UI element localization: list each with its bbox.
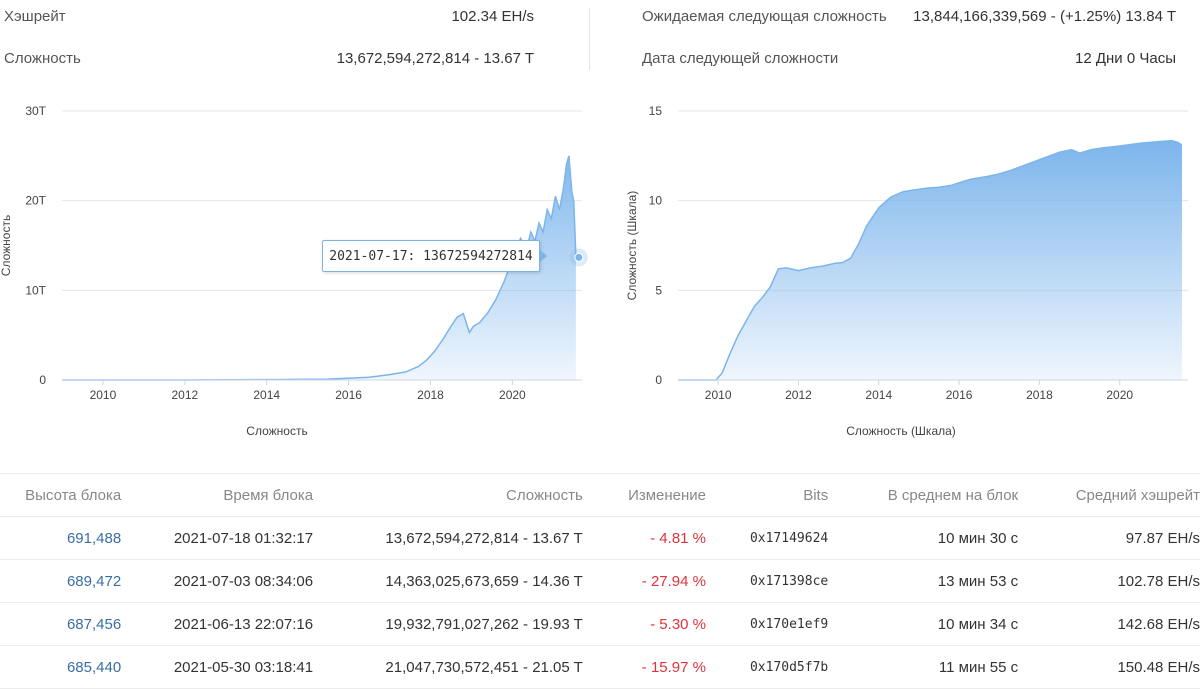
- y-tick-label: 10: [649, 194, 663, 208]
- difficulty-label: Сложность: [4, 50, 81, 67]
- y-tick-label: 20T: [25, 194, 46, 208]
- difficulty-value: 13,672,594,272,814 - 13.67 T: [336, 50, 534, 67]
- avg-block-time-cell: 10 мин 34 с: [828, 602, 1019, 646]
- stats-divider: [589, 8, 590, 70]
- table-row: 687,456 2021-06-13 22:07:16 19,932,791,0…: [0, 602, 1200, 646]
- difficulty-charts[interactable]: 0 10T 20T 30T 2010 2012 2014 2016 2018 2020 Сложно…: [0, 0, 1200, 473]
- tooltip-pointer: [540, 250, 547, 262]
- difficulty-table: Высота блока Время блока Сложность Измен…: [0, 473, 1200, 689]
- x-tick-label: 2020: [499, 388, 526, 402]
- change-cell: - 15.97 %: [582, 645, 707, 689]
- block-height-link[interactable]: 689,472: [66, 572, 122, 590]
- table-row: 685,440 2021-05-30 03:18:41 21,047,730,5…: [0, 645, 1200, 689]
- y-axis-title: Сложность: [0, 215, 13, 276]
- y-axis-title: Сложность (Шкала): [625, 191, 639, 301]
- y-tick-label: 15: [649, 104, 663, 118]
- table-row: 691,488 2021-07-18 01:32:17 13,672,594,2…: [0, 516, 1200, 560]
- difficulty-cell: 21,047,730,572,451 - 21.05 T: [313, 645, 583, 689]
- x-tick-label: 2018: [417, 388, 444, 402]
- change-cell: - 27.94 %: [582, 559, 707, 603]
- block-height-cell: 687,456: [0, 602, 122, 646]
- block-height-link[interactable]: 685,440: [66, 658, 122, 676]
- table-header-row: Высота блока Время блока Сложность Измен…: [0, 473, 1200, 517]
- table-row: 689,472 2021-07-03 08:34:06 14,363,025,6…: [0, 559, 1200, 603]
- x-tick-label: 2018: [1026, 388, 1053, 402]
- avg-hashrate-cell: 97.87 EH/s: [1018, 516, 1200, 560]
- x-tick-label: 2016: [946, 388, 973, 402]
- avg-block-time-cell: 11 мин 55 с: [828, 645, 1019, 689]
- bits-cell: 0x170d5f7b: [706, 645, 829, 689]
- block-height-cell: 685,440: [0, 645, 122, 689]
- difficulty-chart[interactable]: 0 10T 20T 30T 2010 2012 2014 2016 2018 2020 Сложно…: [0, 104, 588, 438]
- header-block-time[interactable]: Время блока: [121, 473, 314, 517]
- block-height-link[interactable]: 691,488: [66, 529, 122, 547]
- next-difficulty-label: Ожидаемая следующая сложность: [642, 8, 887, 25]
- difficulty-line: [62, 155, 577, 381]
- block-height-link[interactable]: 687,456: [66, 615, 122, 633]
- hashrate-value: 102.34 EH/s: [451, 8, 534, 25]
- hashrate-label: Хэшрейт: [4, 8, 66, 25]
- x-axis-title: Сложность: [246, 424, 307, 438]
- avg-block-time-cell: 13 мин 53 с: [828, 559, 1019, 603]
- next-date-value: 12 Дни 0 Часы: [1075, 50, 1176, 67]
- bits-cell: 0x170e1ef9: [706, 602, 829, 646]
- x-tick-label: 2010: [90, 388, 117, 402]
- block-time-cell: 2021-07-18 01:32:17: [121, 516, 314, 560]
- next-date-label: Дата следующей сложности: [642, 50, 839, 67]
- block-height-cell: 689,472: [0, 559, 122, 603]
- difficulty-cell: 14,363,025,673,659 - 14.36 T: [313, 559, 583, 603]
- y-tick-label: 10T: [25, 283, 46, 297]
- y-tick-label: 0: [39, 373, 46, 387]
- x-tick-label: 2014: [253, 388, 280, 402]
- x-tick-label: 2010: [705, 388, 732, 402]
- avg-hashrate-cell: 150.48 EH/s: [1018, 645, 1200, 689]
- x-tick-label: 2012: [785, 388, 812, 402]
- avg-hashrate-cell: 142.68 EH/s: [1018, 602, 1200, 646]
- x-tick-label: 2014: [865, 388, 892, 402]
- block-time-cell: 2021-07-03 08:34:06: [121, 559, 314, 603]
- block-time-cell: 2021-05-30 03:18:41: [121, 645, 314, 689]
- difficulty-area: [678, 140, 1182, 380]
- x-tick-label: 2016: [335, 388, 362, 402]
- avg-block-time-cell: 10 мин 30 с: [828, 516, 1019, 560]
- header-difficulty[interactable]: Сложность: [313, 473, 583, 517]
- x-axis-title: Сложность (Шкала): [846, 424, 956, 438]
- chart-tooltip: 2021-07-17: 13672594272814: [322, 240, 540, 272]
- header-avg-block-time[interactable]: В среднем на блок: [828, 473, 1019, 517]
- block-time-cell: 2021-06-13 22:07:16: [121, 602, 314, 646]
- difficulty-cell: 13,672,594,272,814 - 13.67 T: [313, 516, 583, 560]
- change-cell: - 5.30 %: [582, 602, 707, 646]
- header-bits[interactable]: Bits: [706, 473, 829, 517]
- difficulty-line: [678, 139, 1183, 381]
- bits-cell: 0x17149624: [706, 516, 829, 560]
- x-tick-label: 2012: [171, 388, 198, 402]
- difficulty-log-chart[interactable]: 0 5 10 15 2010 2012 2014 2016 2018 2020 Сложность …: [625, 104, 1188, 438]
- next-difficulty-value: 13,844,166,339,569 - (+1.25%) 13.84 T: [913, 8, 1176, 25]
- y-tick-label: 0: [655, 373, 662, 387]
- header-avg-hashrate[interactable]: Средний хэшрейт: [1018, 473, 1200, 517]
- block-height-cell: 691,488: [0, 516, 122, 560]
- y-tick-label: 30T: [25, 104, 46, 118]
- difficulty-cell: 19,932,791,027,262 - 19.93 T: [313, 602, 583, 646]
- header-change[interactable]: Изменение: [582, 473, 707, 517]
- header-block-height[interactable]: Высота блока: [0, 473, 122, 517]
- avg-hashrate-cell: 102.78 EH/s: [1018, 559, 1200, 603]
- difficulty-area: [62, 155, 576, 380]
- x-tick-label: 2020: [1106, 388, 1133, 402]
- y-tick-label: 5: [655, 283, 662, 297]
- bits-cell: 0x171398ce: [706, 559, 829, 603]
- change-cell: - 4.81 %: [582, 516, 707, 560]
- hover-point[interactable]: [574, 252, 584, 262]
